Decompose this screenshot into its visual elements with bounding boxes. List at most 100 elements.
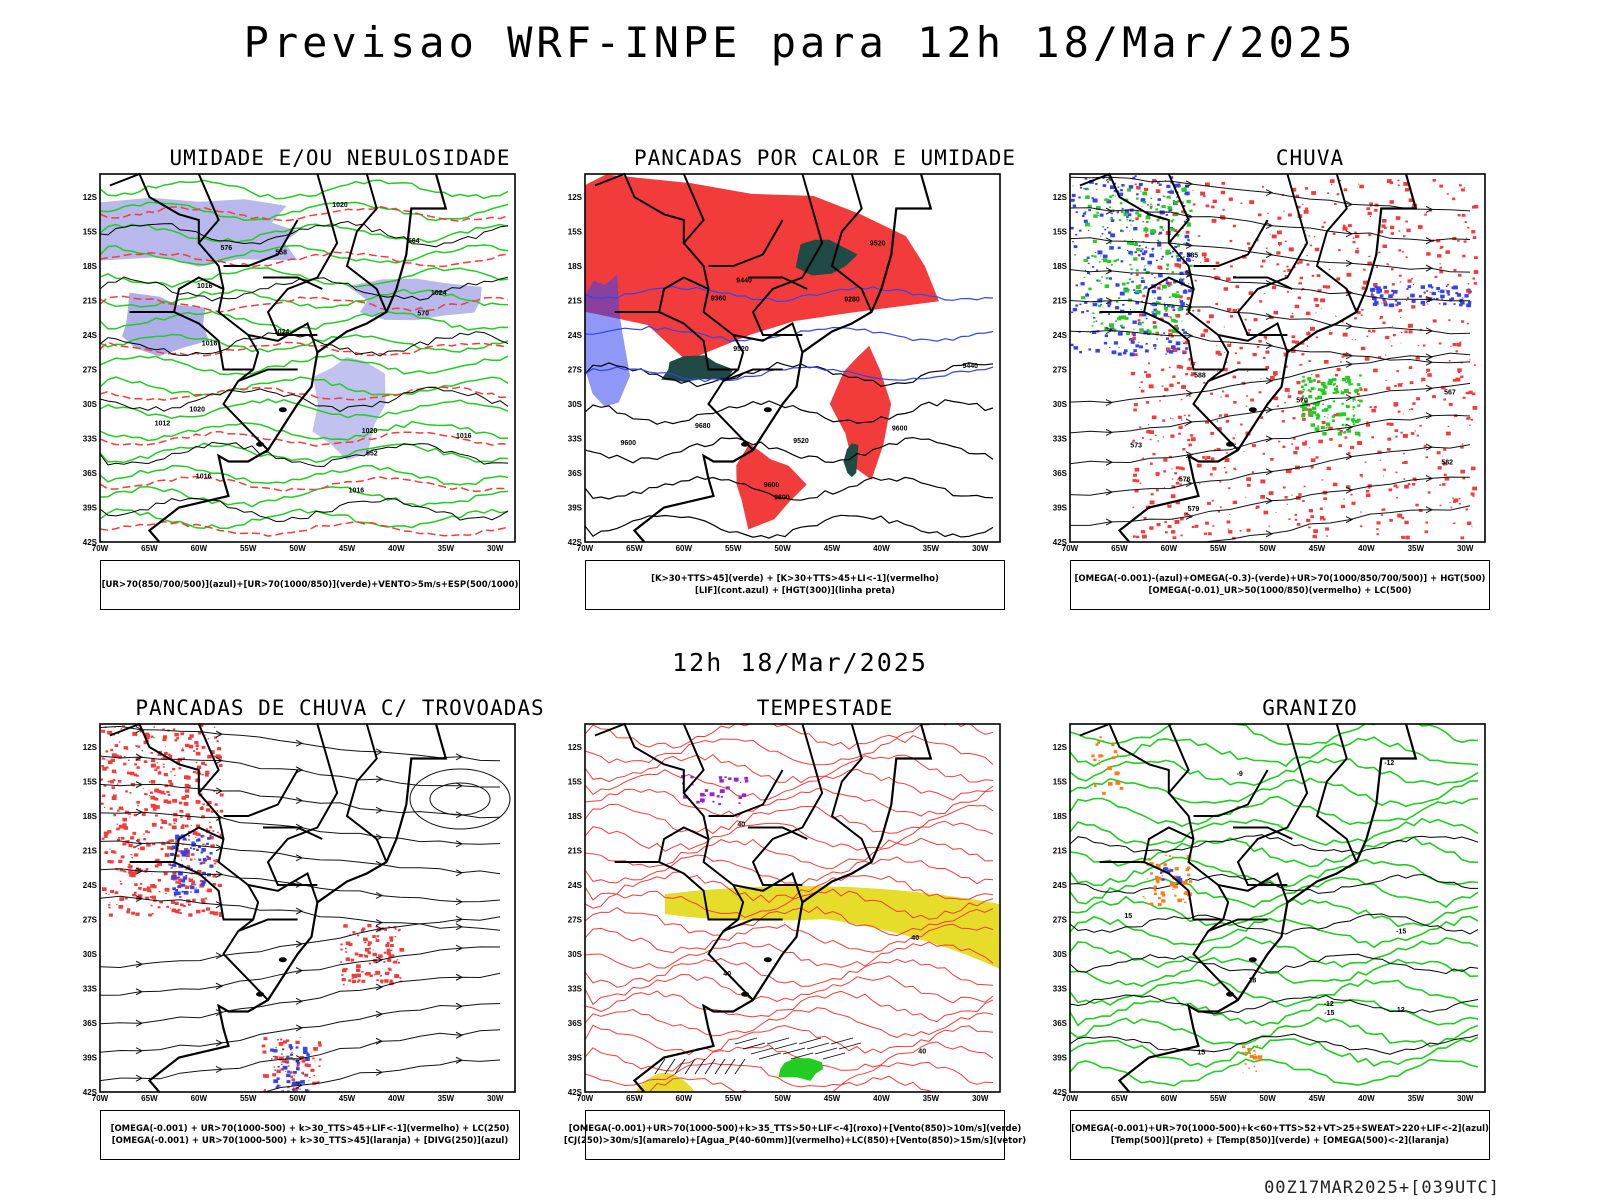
lon-tick-label: 50W — [774, 544, 791, 553]
lat-tick-label: 36S — [568, 1019, 583, 1028]
legend-line: [OMEGA(-0.001)+UR>70(1000-500)+k>35_TTS>… — [568, 1124, 1022, 1134]
map-frame — [99, 173, 516, 543]
field-overlay — [1070, 724, 1479, 1087]
lat-tick-label: 30S — [83, 950, 98, 959]
lon-tick-label: 55W — [1210, 1094, 1227, 1103]
contour-label: -12 — [1324, 1001, 1334, 1008]
lat-tick-label: 24S — [568, 881, 583, 890]
lat-tick-label: 15S — [568, 228, 583, 237]
lon-tick-label: 30W — [1457, 1094, 1474, 1103]
lat-tick-label: 33S — [1053, 435, 1068, 444]
lon-tick-label: 30W — [487, 1094, 504, 1103]
contour-label: 15 — [1197, 1050, 1205, 1057]
lat-tick-label: 36S — [1053, 1019, 1068, 1028]
contour-label: 9600 — [774, 494, 790, 501]
lon-tick-label: 55W — [240, 1094, 257, 1103]
lat-tick-label: 24S — [568, 331, 583, 340]
lon-tick-label: 35W — [923, 1094, 940, 1103]
map-frame — [584, 173, 1001, 543]
field-overlay — [1070, 174, 1479, 542]
lon-tick-label: 70W — [577, 1094, 594, 1103]
political-borders — [1079, 172, 1418, 543]
contour-label: 12 — [1397, 1007, 1405, 1014]
lat-tick-label: 24S — [83, 881, 98, 890]
contour-label: 576 — [1179, 477, 1191, 484]
lat-tick-label: 27S — [568, 916, 583, 925]
lon-tick-label: 60W — [1161, 544, 1178, 553]
legend-line: [OMEGA(-0.001) + UR>70(1000-500) + k>30_… — [111, 1136, 509, 1146]
map-granizo: -9 -12 -12 -15 -15 12 15 15 18 12S 15S 18S 21S 24S 27S… — [1050, 722, 1490, 1116]
contour-label: 40 — [918, 1048, 926, 1055]
contour-label: 570 — [1296, 397, 1308, 404]
lon-tick-label: 30W — [972, 544, 989, 553]
lat-tick-label: 33S — [568, 435, 583, 444]
lat-tick-label: 42S — [1053, 1088, 1068, 1097]
lon-tick-label: 40W — [873, 544, 890, 553]
lon-tick-label: 35W — [438, 544, 455, 553]
contour-label: 40 — [911, 935, 919, 942]
map-frame — [1069, 723, 1486, 1093]
political-borders — [109, 172, 448, 543]
contour-label: -12 — [1384, 760, 1394, 767]
lon-tick-label: 30W — [487, 544, 504, 553]
lat-tick-label: 33S — [83, 435, 98, 444]
panel-umidade: UMIDADE E/OU NEBULOSIDADE 1016 1020 1012 10… — [80, 146, 600, 616]
lon-tick-label: 35W — [1408, 544, 1425, 553]
legend-line: [CJ(250)>30m/s](amarelo)+[Agua_P(40-60mm… — [563, 1136, 1027, 1146]
lat-tick-label: 15S — [1053, 228, 1068, 237]
legend-line: [OMEGA(-0.001)+UR>70(1000-500)+k<60+TTS>… — [1071, 1124, 1489, 1134]
contour-label: 1016 — [349, 488, 365, 495]
contour-label: 552 — [366, 451, 378, 458]
contour-label: 585 — [1187, 253, 1199, 260]
forecast-time-label: 12h 18/Mar/2025 — [672, 648, 928, 677]
lat-tick-label: 21S — [568, 847, 583, 856]
lat-tick-label: 42S — [568, 538, 583, 547]
lat-tick-label: 21S — [1053, 297, 1068, 306]
lat-tick-label: 27S — [568, 366, 583, 375]
lon-tick-label: 60W — [1161, 1094, 1178, 1103]
contour-label: 1020 — [332, 202, 348, 209]
contour-label: 1012 — [155, 420, 171, 427]
lat-tick-label: 18S — [568, 812, 583, 821]
lat-tick-label: 42S — [1053, 538, 1068, 547]
contour-label: -15 — [1324, 1010, 1334, 1017]
legend-line: [UR>70(850/700/500)](azul)+[UR>70(1000/8… — [101, 580, 519, 590]
contour-label: -15 — [1396, 929, 1406, 936]
contour-label: 9520 — [733, 346, 749, 353]
lat-tick-label: 39S — [1053, 1054, 1068, 1063]
lat-tick-label: 39S — [568, 1054, 583, 1063]
field-overlay — [100, 724, 511, 1092]
lon-tick-label: 35W — [1408, 1094, 1425, 1103]
lon-tick-label: 45W — [339, 544, 356, 553]
lon-tick-label: 65W — [626, 544, 643, 553]
contour-label: 588 — [1194, 373, 1206, 380]
lat-tick-label: 18S — [568, 262, 583, 271]
lat-tick-label: 39S — [1053, 504, 1068, 513]
legend-trovoadas: [OMEGA(-0.001) + UR>70(1000-500) + k>30_… — [100, 1110, 520, 1160]
lon-tick-label: 40W — [1358, 544, 1375, 553]
contour-label: 1016 — [202, 341, 218, 348]
political-borders — [109, 722, 448, 1093]
lon-tick-label: 65W — [626, 1094, 643, 1103]
panel-title: GRANIZO — [1262, 696, 1358, 720]
lon-tick-label: 70W — [92, 1094, 109, 1103]
lon-tick-label: 45W — [824, 544, 841, 553]
political-borders — [594, 172, 933, 543]
lat-tick-label: 18S — [83, 262, 98, 271]
lat-tick-label: 30S — [1053, 400, 1068, 409]
lon-tick-label: 55W — [725, 1094, 742, 1103]
lon-tick-label: 30W — [1457, 544, 1474, 553]
panel-title: UMIDADE E/OU NEBULOSIDADE — [169, 146, 511, 170]
legend-pancadas-calor: [K>30+TTS>45](verde) + [K>30+TTS>45+LI<-… — [585, 560, 1005, 610]
lat-tick-label: 27S — [1053, 916, 1068, 925]
map-umidade: 1016 1020 1012 1016 1016 1016 1024 1020 1016 1020… — [80, 172, 520, 566]
lon-tick-label: 70W — [1062, 544, 1079, 553]
legend-line: [OMEGA(-0.001) + UR>70(1000-500) + k>30_… — [110, 1124, 510, 1134]
political-borders — [1079, 722, 1418, 1093]
lat-tick-label: 21S — [83, 847, 98, 856]
contour-label: 9600 — [764, 482, 780, 489]
contour-label: 15 — [1124, 913, 1132, 920]
panel-title: CHUVA — [1275, 146, 1345, 170]
lon-tick-label: 55W — [725, 544, 742, 553]
lat-tick-label: 18S — [83, 812, 98, 821]
